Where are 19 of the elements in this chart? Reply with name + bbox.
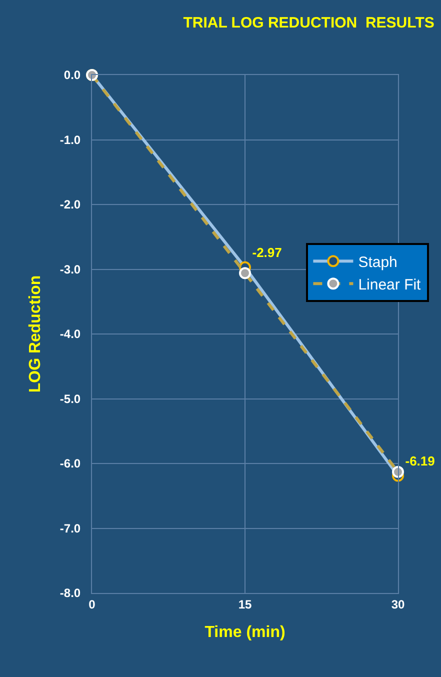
legend-label: Staph <box>358 254 398 271</box>
y-tick-label: -5.0 <box>60 392 81 406</box>
x-tick-label: 0 <box>88 597 96 612</box>
y-tick-label: 0.0 <box>64 68 81 82</box>
legend-label: Linear Fit <box>358 276 422 294</box>
y-tick-label: -1.0 <box>60 132 81 147</box>
x-tick-label: 30 <box>391 597 405 612</box>
y-tick-label: -8.0 <box>60 586 81 600</box>
data-label: -6.19 <box>405 453 435 468</box>
x-axis-title: Time (min) <box>204 624 286 642</box>
y-tick-label: -7.0 <box>60 521 81 536</box>
data-label: -2.97 <box>252 244 282 260</box>
y-tick-label: -6.0 <box>60 456 81 471</box>
chart-title: TRIAL LOG REDUCTION RESULTS <box>183 14 434 32</box>
x-tick-label: 15 <box>238 597 252 612</box>
y-tick-label: -2.0 <box>60 198 81 212</box>
y-tick-label: -3.0 <box>60 262 81 276</box>
y-tick-label: -4.0 <box>60 327 81 342</box>
y-axis-title: LOG Reduction <box>26 275 44 393</box>
